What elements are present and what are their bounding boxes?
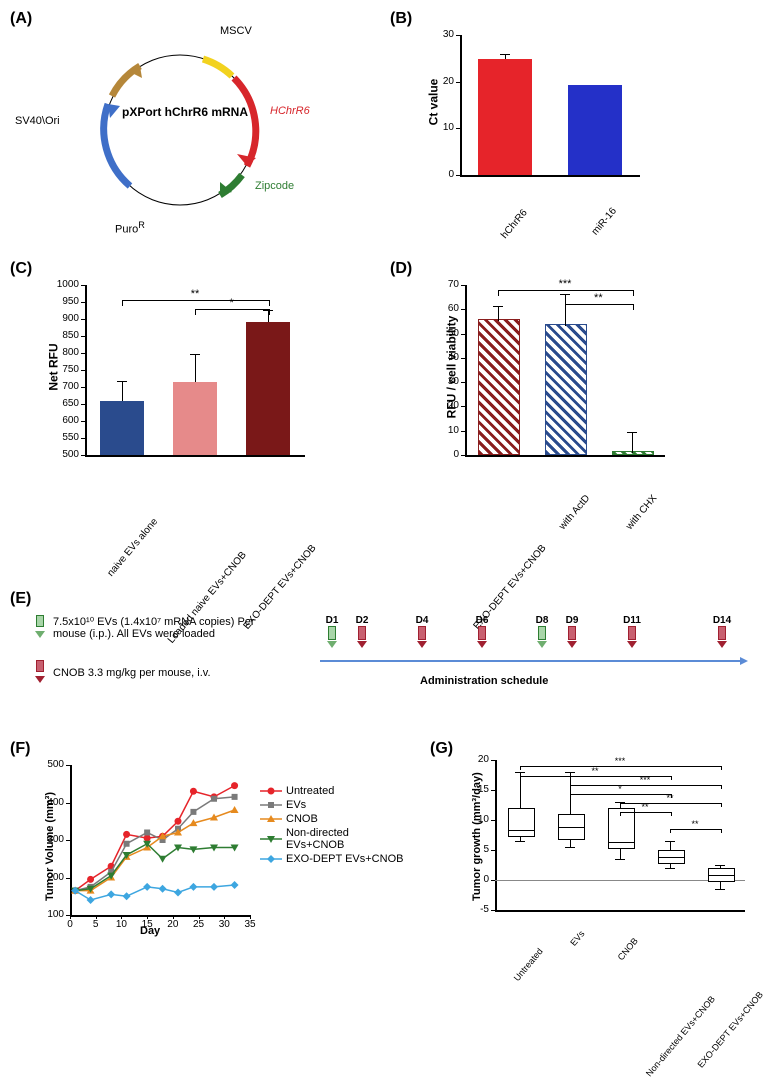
- label-puro: PuroR: [115, 220, 145, 236]
- figure: (A) pXPort hChrR6 mRNA MSCV HChrR6 Zipco…: [10, 10, 763, 1020]
- panel-g-label: (G): [430, 740, 453, 758]
- legend-cnob-text: CNOB 3.3 mg/kg per mouse, i.v.: [53, 667, 211, 679]
- panel-g: (G) -505101520UntreatedEVsCNOBNon-direct…: [430, 740, 760, 1020]
- row-ab: (A) pXPort hChrR6 mRNA MSCV HChrR6 Zipco…: [10, 10, 763, 240]
- plasmid-svg: [60, 30, 320, 240]
- label-zipcode: Zipcode: [255, 180, 294, 192]
- legend-cnob: CNOB 3.3 mg/kg per mouse, i.v.: [35, 660, 211, 686]
- chart-d: 010203040506070EXO-DEPT EVs+CNOBwith Act…: [465, 285, 665, 455]
- schedule-title: Administration schedule: [420, 675, 548, 687]
- schedule: Administration schedule D1D2D4D6D8D9D11D…: [320, 615, 750, 695]
- legend-ev: 7.5x10¹⁰ EVs (1.4x10⁷ mRNA copies) Per m…: [35, 615, 283, 641]
- label-sv40: SV40\Ori: [15, 115, 60, 127]
- panel-a-label: (A): [10, 10, 32, 28]
- label-hchrr6: HChrR6: [270, 105, 310, 117]
- chart-d-ytitle: RFU / cell viability: [444, 316, 458, 419]
- panel-d-label: (D): [390, 260, 412, 278]
- chart-b: 0102030hChrR6miR-16: [460, 35, 640, 175]
- cnob-arrow-icon: [35, 660, 45, 686]
- schedule-arrowhead-icon: [740, 657, 748, 665]
- panel-c: (C) 5005506006507007508008509009501000na…: [10, 260, 370, 570]
- schedule-line: [320, 660, 740, 662]
- panel-d: (D) 010203040506070EXO-DEPT EVs+CNOBwith…: [390, 260, 730, 570]
- chart-c: 5005506006507007508008509009501000naive …: [85, 285, 305, 455]
- panel-e-label: (E): [10, 590, 31, 608]
- panel-f-label: (F): [10, 740, 30, 758]
- panel-a: (A) pXPort hChrR6 mRNA MSCV HChrR6 Zipco…: [10, 10, 370, 240]
- panel-f: (F) 10020030040050005101520253035 Tumor …: [10, 740, 410, 990]
- chart-b-ytitle: Ct value: [426, 79, 440, 126]
- chart-f-xtitle: Day: [140, 925, 160, 937]
- chart-g: -505101520UntreatedEVsCNOBNon-directed E…: [495, 760, 745, 910]
- panel-c-label: (C): [10, 260, 32, 278]
- row-e: (E) 7.5x10¹⁰ EVs (1.4x10⁷ mRNA copies) P…: [10, 590, 763, 720]
- chart-f: 10020030040050005101520253035: [70, 765, 250, 915]
- row-cd: (C) 5005506006507007508008509009501000na…: [10, 260, 763, 570]
- chart-f-ytitle: Tumor Volume (mm³): [44, 781, 56, 901]
- label-mscv: MSCV: [220, 25, 252, 37]
- plasmid-center-text: pXPort hChrR6 mRNA: [115, 105, 255, 119]
- row-fg: (F) 10020030040050005101520253035 Tumor …: [10, 740, 763, 1020]
- panel-e: (E) 7.5x10¹⁰ EVs (1.4x10⁷ mRNA copies) P…: [10, 590, 750, 720]
- chart-g-ytitle: Tumor growth (mm³/day): [471, 771, 483, 901]
- chart-c-ytitle: Net RFU: [47, 343, 61, 390]
- ev-arrow-icon: [35, 615, 45, 641]
- legend-ev-text: 7.5x10¹⁰ EVs (1.4x10⁷ mRNA copies) Per m…: [53, 615, 283, 640]
- panel-b: (B) 0102030hChrR6miR-16 Ct value: [390, 10, 730, 240]
- legend-f: UntreatedEVsCNOBNon-directed EVs+CNOBEXO…: [260, 785, 410, 867]
- panel-b-label: (B): [390, 10, 412, 28]
